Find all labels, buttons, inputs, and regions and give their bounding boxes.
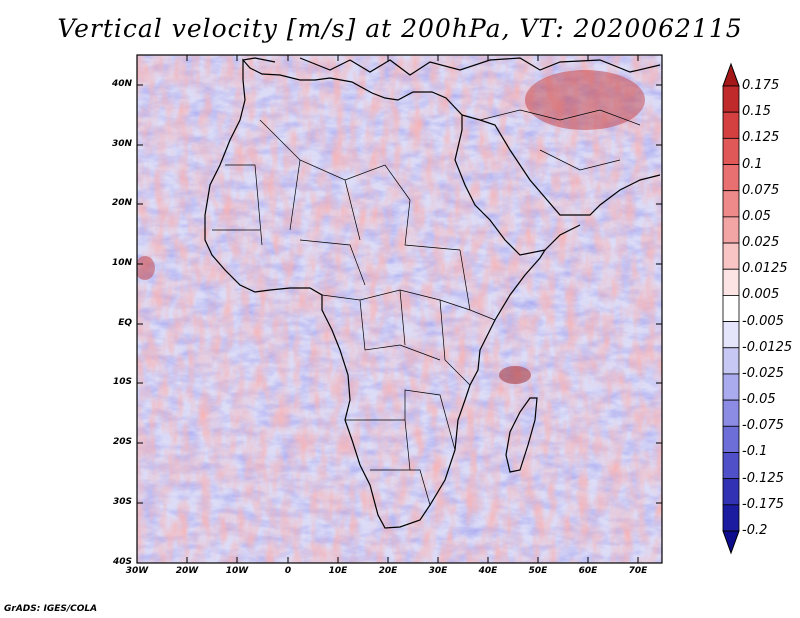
ascent-cell: [499, 366, 531, 384]
velocity-field: [137, 55, 662, 563]
colorbar-swatch: [722, 478, 740, 506]
lon-label-0: 0: [284, 566, 292, 576]
coastlines: [204, 57, 661, 529]
arabia-coastline: [461, 114, 661, 251]
lon-label-70e: 70E: [628, 566, 648, 576]
border-west-africa: [212, 164, 366, 286]
colorbar-swatch: [722, 321, 740, 349]
colorbar-swatch: [722, 347, 740, 375]
colorbar-swatch: [722, 504, 740, 532]
colorbar-bottom-arrow: [722, 530, 740, 555]
ascent-cell-west: [137, 256, 155, 280]
lon-label-10e: 10E: [328, 566, 348, 576]
lat-label-30s: 30S: [112, 497, 132, 507]
colorbar: [722, 62, 740, 555]
lat-ticks: [137, 84, 662, 504]
colorbar-label: -0.175: [742, 496, 784, 512]
colorbar-swatch: [722, 295, 740, 322]
lat-label-20s: 20S: [112, 437, 132, 447]
lat-label-10n: 10N: [111, 258, 132, 268]
lon-label-20w: 20W: [175, 566, 199, 576]
lon-label-20e: 20E: [378, 566, 398, 576]
border-central-africa: [321, 289, 471, 361]
lon-label-60e: 60E: [578, 566, 598, 576]
colorbar-swatch: [722, 85, 740, 113]
europe-coastline: [242, 57, 661, 76]
colorbar-label: -0.2: [742, 523, 768, 538]
colorbar-label: -0.1: [742, 444, 768, 460]
colorbar-swatch: [722, 242, 740, 270]
colorbar-top-arrow: [722, 62, 740, 87]
colorbar-label: 0.0125: [742, 261, 788, 277]
colorbar-swatch: [722, 373, 740, 401]
colorbar-swatch: [722, 399, 740, 427]
colorbar-swatch: [722, 164, 740, 192]
madagascar-coastline: [505, 397, 538, 473]
lat-label-20n: 20N: [111, 198, 132, 208]
colorbar-swatch: [722, 268, 740, 296]
lat-label-10s: 10S: [112, 377, 132, 387]
strong-ascent-region: [525, 70, 645, 130]
colorbar-swatch: [722, 425, 740, 453]
colorbar-swatch: [722, 137, 740, 165]
lat-label-30n: 30N: [111, 139, 132, 149]
border-east-africa: [439, 249, 496, 386]
colorbar-label: -0.025: [742, 365, 784, 381]
field-upward-texture: [137, 55, 662, 563]
colorbar-label: -0.005: [742, 313, 784, 329]
border-middle-east: [479, 109, 641, 171]
colorbar-swatch: [722, 216, 740, 244]
colorbar-label: 0.125: [742, 130, 780, 146]
colorbar-label: -0.125: [742, 470, 784, 486]
colorbar-label: -0.05: [742, 392, 776, 408]
border-sahara: [259, 119, 461, 251]
lon-label-30w: 30W: [125, 566, 149, 576]
colorbar-swatch: [722, 452, 740, 480]
country-borders: [212, 109, 641, 506]
colorbar-label: -0.0125: [742, 339, 793, 355]
colorbar-swatch: [722, 190, 740, 218]
colorbar-label: 0.075: [742, 182, 780, 198]
lon-ticks: [186, 55, 639, 563]
colorbar-label: 0.175: [742, 78, 780, 93]
border-southern-africa: [345, 389, 456, 506]
colorbar-label: 0.05: [742, 208, 771, 224]
colorbar-swatch: [722, 111, 740, 139]
plot-frame: [136, 54, 663, 564]
grads-credit: GrADS: IGES/COLA: [4, 604, 98, 614]
lon-label-50e: 50E: [528, 566, 548, 576]
lon-label-40e: 40E: [478, 566, 498, 576]
lat-label-40n: 40N: [111, 79, 132, 89]
lat-label-eq: EQ: [118, 318, 132, 328]
colorbar-label: 0.005: [742, 287, 780, 303]
colorbar-label: 0.15: [742, 104, 771, 120]
colorbar-label: 0.1: [742, 156, 763, 172]
map-title: Vertical velocity [m/s] at 200hPa, VT: 2…: [57, 14, 743, 43]
lat-label-40s: 40S: [112, 557, 132, 567]
lon-label-10w: 10W: [225, 566, 249, 576]
colorbar-label: -0.075: [742, 418, 784, 434]
colorbar-label: 0.025: [742, 235, 780, 251]
lon-label-30e: 30E: [428, 566, 448, 576]
